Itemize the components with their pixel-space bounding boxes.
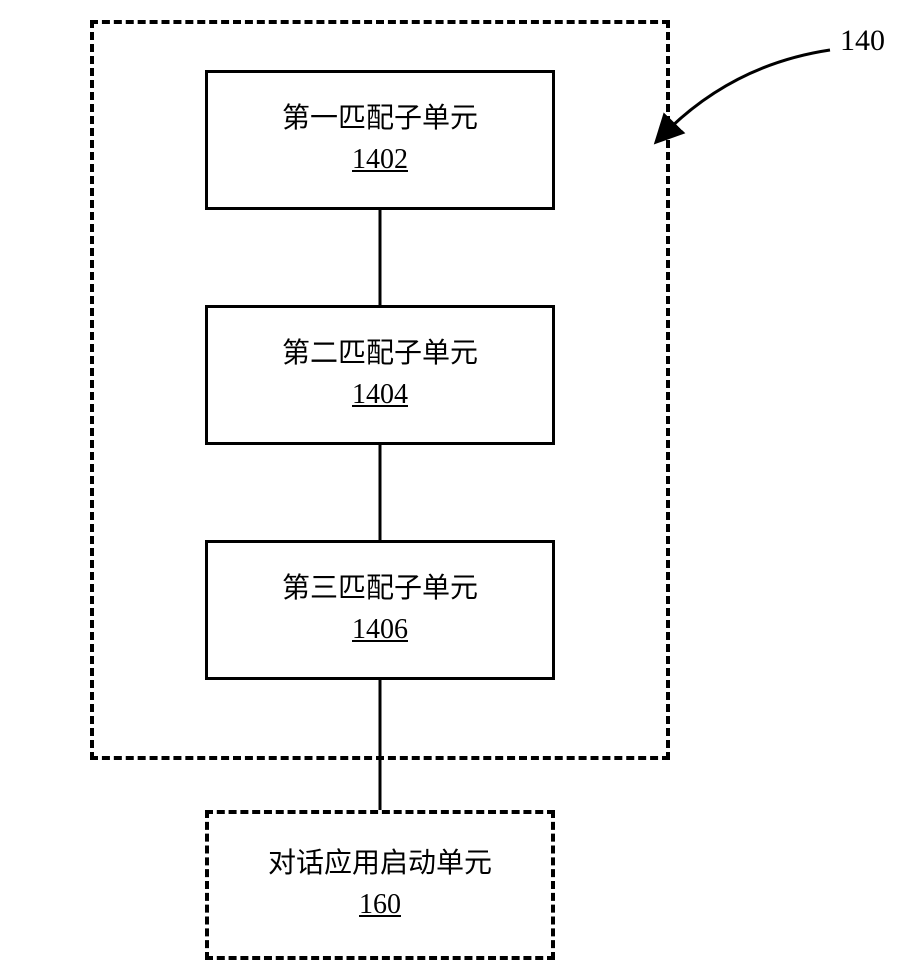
node-label: 第二匹配子单元 xyxy=(282,334,478,375)
node-label: 对话应用启动单元 xyxy=(268,844,492,885)
node-label: 第三匹配子单元 xyxy=(282,569,478,610)
node-ref: 1404 xyxy=(352,375,408,416)
node-second-match-subunit: 第二匹配子单元 1404 xyxy=(205,305,555,445)
node-label: 第一匹配子单元 xyxy=(282,99,478,140)
node-ref: 1406 xyxy=(352,610,408,651)
node-first-match-subunit: 第一匹配子单元 1402 xyxy=(205,70,555,210)
node-ref: 160 xyxy=(359,885,401,926)
pointer-arrow xyxy=(660,50,830,138)
node-ref: 1402 xyxy=(352,140,408,181)
block-diagram: 第一匹配子单元 1402 第二匹配子单元 1404 第三匹配子单元 1406 对… xyxy=(70,10,917,970)
node-third-match-subunit: 第三匹配子单元 1406 xyxy=(205,540,555,680)
node-dialog-app-launch-unit: 对话应用启动单元 160 xyxy=(225,830,535,940)
external-label-140: 140 xyxy=(840,24,885,58)
